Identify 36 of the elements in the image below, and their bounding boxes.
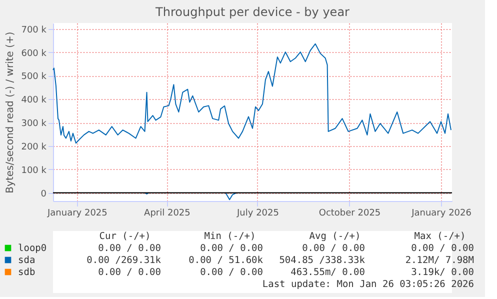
chart-title: Throughput per device - by year: [154, 5, 350, 19]
y-tick-label: 700 k: [21, 25, 48, 36]
text: 463.55m/ 0.00: [290, 267, 366, 278]
legend-label: sda: [18, 255, 36, 266]
text: Max (-/+): [414, 231, 466, 242]
y-tick-label: 300 k: [21, 119, 48, 130]
x-tick-label: January 2025: [46, 208, 108, 218]
text: 3.19k/ 0.00: [411, 267, 474, 278]
text: 0.00 / 0.00: [98, 243, 162, 254]
y-tick-label: 500 k: [21, 72, 48, 82]
x-tick-label: October 2025: [318, 208, 381, 218]
text: 0.00 / 0.00: [200, 243, 264, 254]
y-tick-label: 600 k: [21, 48, 48, 59]
text: 0.00 / 51.60k: [188, 255, 264, 266]
text: Avg (-/+): [309, 231, 361, 242]
y-tick-label: 0: [40, 189, 47, 200]
line-series: [52, 43, 452, 144]
y-axis-title: Bytes/second read (-) / write (+): [5, 32, 16, 194]
text: 0.00 /269.31k: [86, 255, 162, 266]
text: 0.00 / 0.00: [411, 243, 474, 254]
legend-label: sdb: [18, 267, 36, 278]
text: 504.85 /338.33k: [279, 255, 366, 266]
legend-label: loop0: [18, 243, 47, 254]
text: 0.00 / 0.00: [98, 267, 162, 278]
text: 0.00 / 0.00: [200, 267, 264, 278]
text: Min (-/+): [204, 231, 256, 242]
text: 0.00 / 0.00: [302, 243, 366, 254]
y-tick-label: 400 k: [21, 96, 48, 106]
x-tick-label: January 2026: [410, 208, 472, 218]
y-tick-label: 200 k: [21, 142, 48, 152]
text: Cur (-/+): [99, 231, 151, 242]
text: Last update: Mon Jan 26 03:05:26 2026: [262, 279, 474, 290]
x-tick-label: April 2025: [144, 208, 190, 218]
y-tick-label: 100 k: [21, 166, 48, 176]
text: 2.12M/ 7.98M: [405, 255, 474, 266]
x-tick-label: July 2025: [236, 208, 279, 218]
